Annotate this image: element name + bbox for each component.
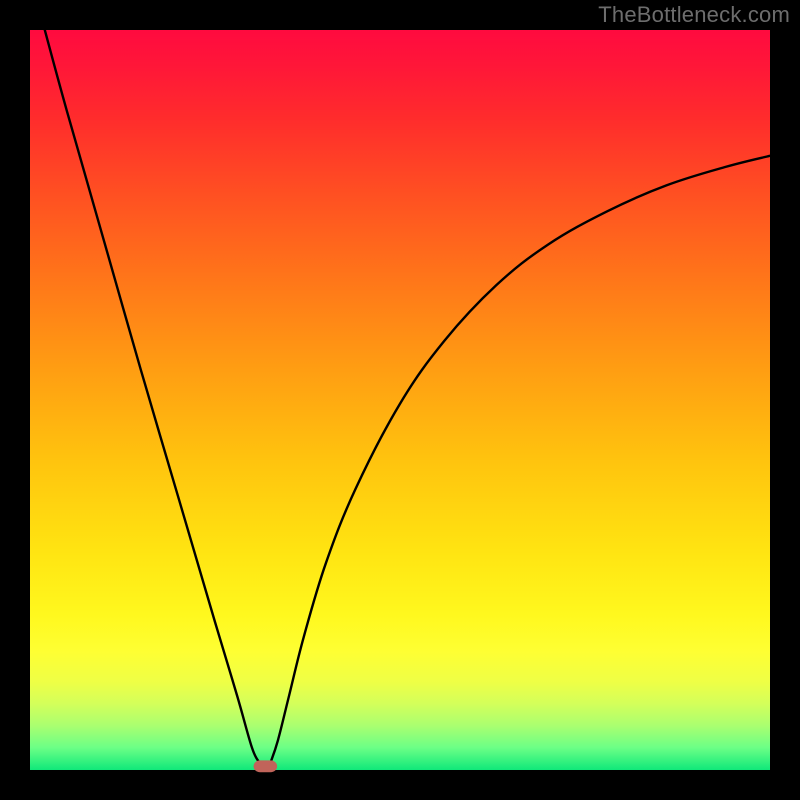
watermark-text: TheBottleneck.com	[598, 2, 790, 28]
optimum-marker	[253, 760, 277, 772]
chart-frame: TheBottleneck.com	[0, 0, 800, 800]
gradient-plot-area	[30, 30, 770, 770]
bottleneck-chart	[0, 0, 800, 800]
